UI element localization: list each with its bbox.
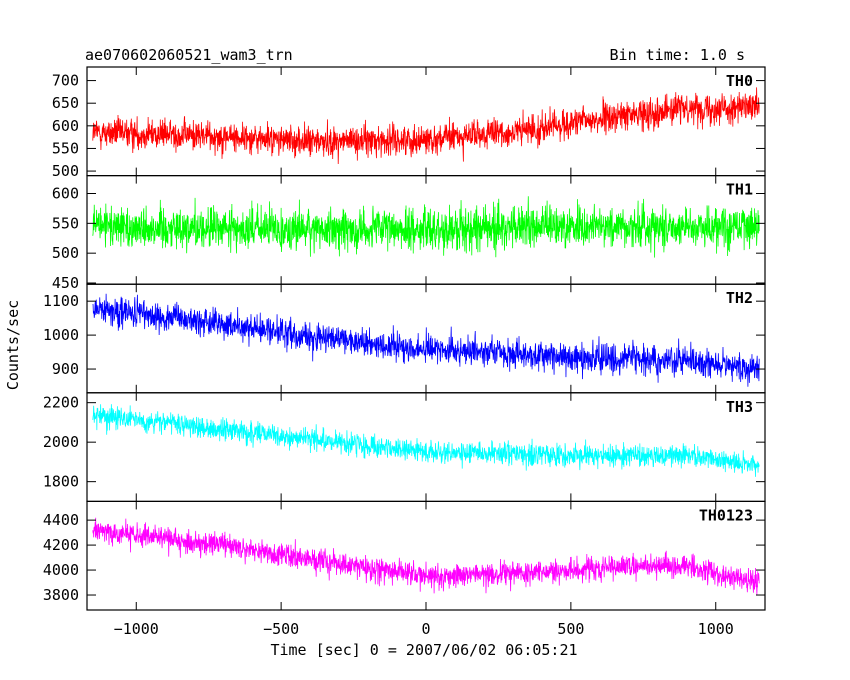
chart-title: ae070602060521_wam3_trn (85, 46, 293, 64)
panel-th0: 500 550 600 650 700 TH0 (52, 66, 766, 180)
y-axis-label: Counts/sec (4, 300, 22, 390)
panel-label: TH1 (726, 181, 753, 199)
y-tick-label: 550 (52, 139, 79, 157)
x-tick-label: 0 (421, 620, 430, 638)
panel-label: TH2 (726, 289, 753, 307)
y-tick-label: 700 (52, 72, 79, 90)
series-th3 (92, 404, 760, 477)
panel-frame (86, 500, 766, 611)
y-tick-label: 1000 (43, 326, 79, 344)
x-axis-label: Time [sec] 0 = 2007/06/02 06:05:21 (270, 641, 577, 659)
y-tick-label: 600 (52, 117, 79, 135)
y-tick-label: 4200 (43, 536, 79, 554)
y-tick-label: 3800 (43, 586, 79, 604)
bin-time-label: Bin time: 1.0 s (610, 46, 745, 64)
panel-label: TH3 (726, 398, 753, 416)
panel-label: TH0 (726, 72, 753, 90)
y-tick-label: 2200 (43, 394, 79, 412)
panel-frame (86, 66, 766, 177)
x-tick-label: −500 (263, 620, 299, 638)
x-tick-label: 500 (557, 620, 584, 638)
x-tick-label: 1000 (698, 620, 734, 638)
panels-group: 500 550 600 650 700 TH0 450 500 550 600 TH1 900 1000… (43, 66, 766, 611)
panel-th1: 450 500 550 600 TH1 (52, 175, 766, 292)
series-th0 (92, 87, 760, 165)
x-axis: −1000 −500 0 500 1000 (114, 620, 734, 638)
y-tick-label: 1100 (43, 292, 79, 310)
series-th2 (92, 293, 760, 387)
y-tick-label: 550 (52, 214, 79, 232)
y-tick-label: 4400 (43, 511, 79, 529)
y-tick-label: 600 (52, 185, 79, 203)
y-tick-label: 900 (52, 360, 79, 378)
y-tick-label: 4000 (43, 561, 79, 579)
panel-label: TH0123 (699, 506, 753, 524)
y-tick-label: 2000 (43, 433, 79, 451)
y-tick-label: 450 (52, 274, 79, 292)
y-tick-label: 500 (52, 162, 79, 180)
y-tick-label: 500 (52, 244, 79, 262)
panel-th3: 1800 2000 2200 TH3 (43, 392, 766, 502)
series-th0123 (92, 517, 760, 595)
y-tick-label: 650 (52, 94, 79, 112)
x-tick-label: −1000 (114, 620, 159, 638)
panel-th2: 900 1000 1100 TH2 (43, 283, 766, 394)
y-tick-label: 1800 (43, 473, 79, 491)
series-th1 (92, 196, 760, 258)
panel-th0123: 3800 4000 4200 4400 TH0123 (43, 500, 766, 611)
